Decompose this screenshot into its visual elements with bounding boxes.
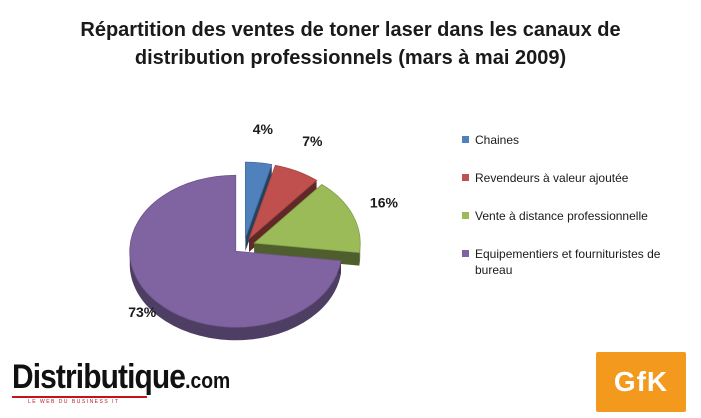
pie-value-label: 4% — [253, 121, 274, 137]
chart-title-line-2: distribution professionnels (mars à mai … — [134, 47, 567, 69]
pie-value-label: 16% — [370, 195, 399, 211]
legend-swatch — [462, 136, 469, 143]
legend-label: Equipementiers et fournituristes de — [475, 247, 661, 261]
distributique-logo-text: Distributique.com — [12, 358, 231, 396]
pie-slices — [129, 161, 361, 341]
legend-label: Revendeurs à valeur ajoutée — [475, 171, 629, 185]
pie-chart: 4% 7% 16% 73% — [128, 121, 399, 341]
chart-title: Répartition des ventes de toner laser da… — [40, 16, 661, 72]
pie-slice — [248, 164, 318, 241]
pie-value-labels: 4% 7% 16% 73% — [128, 121, 398, 320]
pie-slice — [129, 174, 342, 328]
legend-swatch — [462, 250, 469, 257]
legend-swatch — [462, 174, 469, 181]
legend-item: Equipementiers et fournituristes de burea… — [462, 246, 692, 278]
pie-slice-side — [129, 251, 341, 341]
pie-slice — [244, 161, 273, 239]
gfk-logo: GfK — [596, 352, 686, 412]
pie-slice — [253, 184, 361, 254]
legend-item: Chaines — [462, 132, 692, 148]
legend-item: Vente à distance professionnelle — [462, 208, 692, 224]
pie-value-label: 73% — [128, 304, 157, 320]
legend-item: Revendeurs à valeur ajoutée — [462, 170, 692, 186]
chart-title-line-1: Répartition des ventes de toner laser da… — [80, 19, 621, 41]
distributique-logo: Distributique.com LE WEB DU BUSINESS IT — [12, 358, 230, 406]
distributique-logo-underline — [12, 396, 147, 398]
chart-legend: Chaines Revendeurs à valeur ajoutée Vente … — [462, 132, 692, 278]
legend-swatch — [462, 212, 469, 219]
gfk-logo-text: GfK — [613, 366, 669, 397]
legend-label: Chaines — [475, 133, 520, 147]
distributique-logo-tagline: LE WEB DU BUSINESS IT — [28, 399, 120, 405]
pie-value-label: 7% — [302, 133, 323, 149]
legend-label: bureau — [475, 263, 513, 277]
legend-label: Vente à distance professionnelle — [475, 209, 648, 223]
